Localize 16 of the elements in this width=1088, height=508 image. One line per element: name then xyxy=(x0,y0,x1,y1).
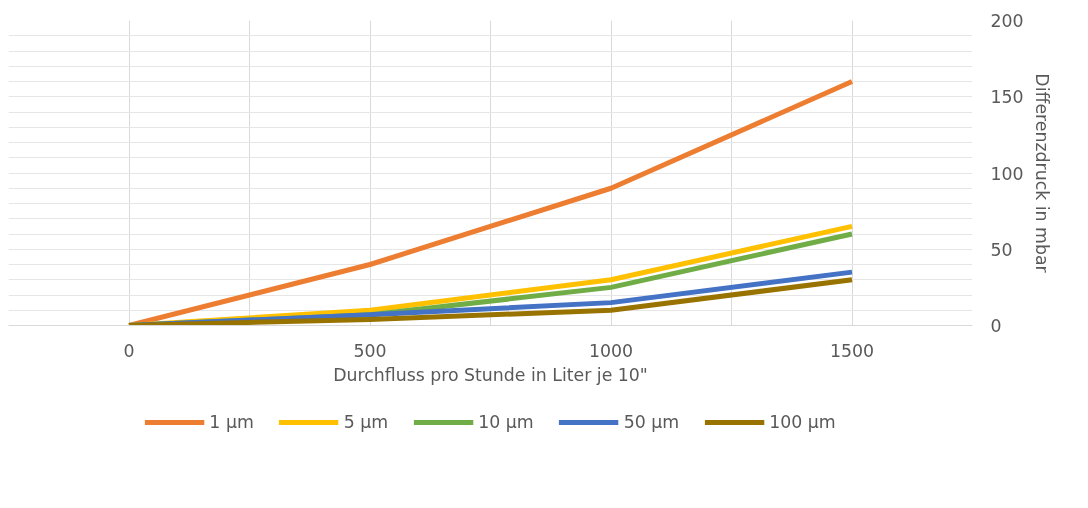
y-axis-title: Differenzdruck in mbar xyxy=(1031,73,1052,274)
x-tick-label: 500 xyxy=(353,340,387,361)
y-tick-label: 0 xyxy=(990,316,1002,336)
x-axis-title: Durchfluss pro Stunde in Liter je 10" xyxy=(333,364,648,385)
legend-label: 1 µm xyxy=(209,412,254,432)
x-tick-label: 1000 xyxy=(588,340,634,361)
legend-label: 5 µm xyxy=(343,412,389,432)
y-tick-label: 100 xyxy=(990,163,1024,184)
legend-label: 50 µm xyxy=(623,412,680,432)
y-tick-label: 150 xyxy=(990,87,1024,108)
y-tick-label: 50 xyxy=(990,239,1013,260)
y-tick-label: 200 xyxy=(990,11,1024,31)
legend-label: 100 µm xyxy=(769,412,836,432)
x-tick-label: 0 xyxy=(123,340,135,361)
x-tick-label: 1500 xyxy=(829,340,875,361)
legend-label: 10 µm xyxy=(478,412,534,432)
